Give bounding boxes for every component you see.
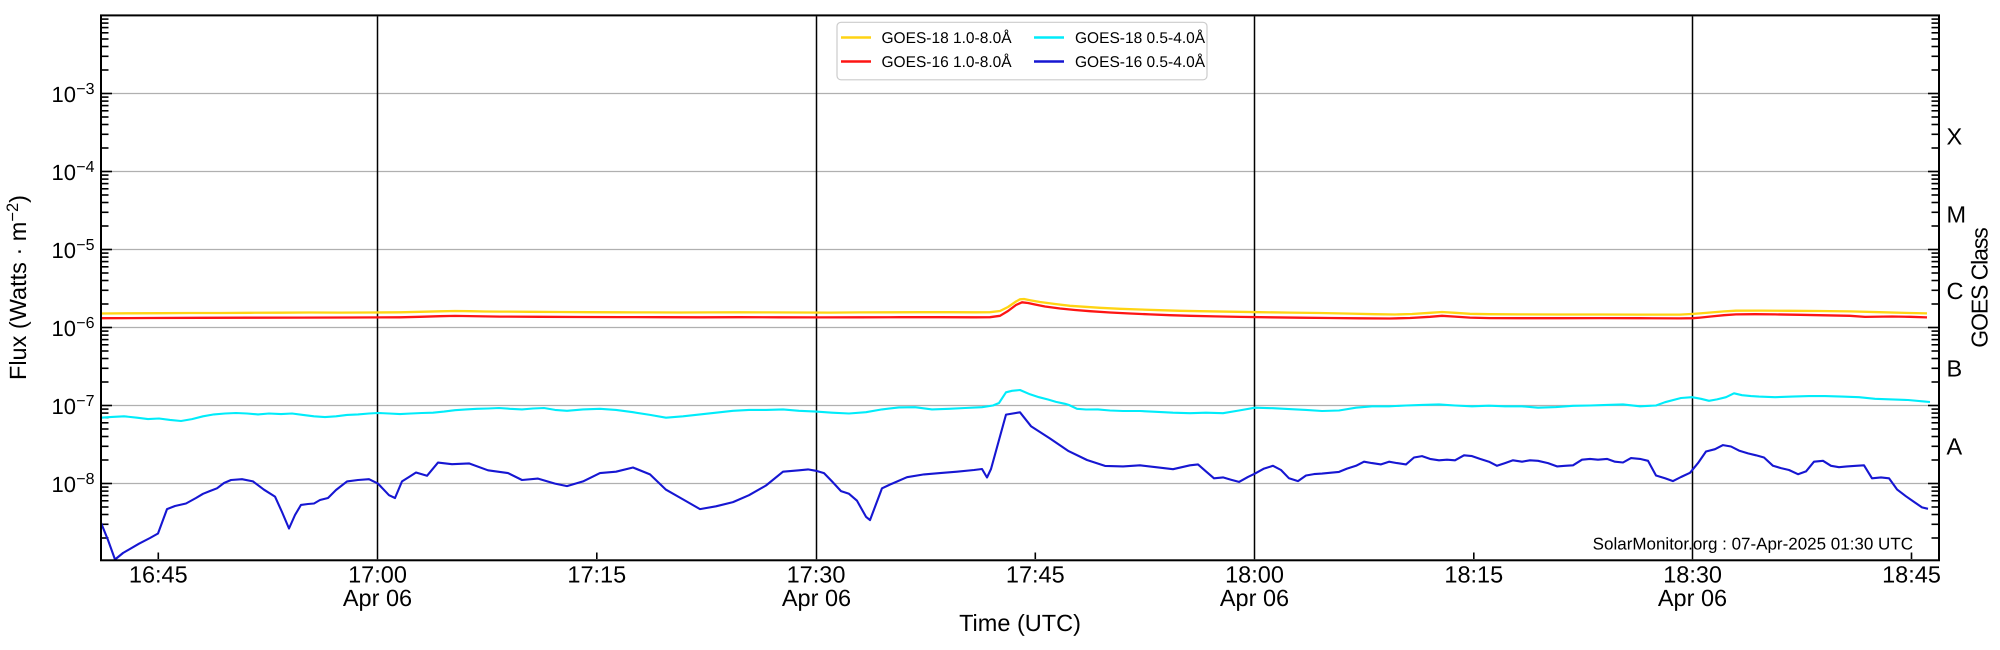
svg-text:10: 10	[52, 316, 76, 341]
svg-text:A: A	[1947, 433, 1963, 459]
svg-text:GOES-16 0.5-4.0Å: GOES-16 0.5-4.0Å	[1075, 53, 1206, 71]
svg-text:Apr 06: Apr 06	[343, 585, 412, 611]
svg-text:10: 10	[52, 160, 76, 185]
svg-text:GOES-18 0.5-4.0Å: GOES-18 0.5-4.0Å	[1075, 29, 1206, 47]
svg-text:Time (UTC): Time (UTC)	[959, 610, 1081, 636]
svg-text:10: 10	[52, 472, 76, 497]
svg-text:GOES Class: GOES Class	[1967, 228, 1993, 348]
svg-text:−3: −3	[76, 81, 94, 98]
svg-text:Apr 06: Apr 06	[1658, 585, 1727, 611]
svg-text:10: 10	[52, 82, 76, 107]
svg-text:Apr 06: Apr 06	[782, 585, 851, 611]
svg-text:18:00: 18:00	[1225, 562, 1284, 588]
svg-text:17:30: 17:30	[787, 562, 846, 588]
svg-text:18:45: 18:45	[1882, 562, 1941, 588]
svg-text:Flux (Watts · m−2): Flux (Watts · m−2)	[4, 195, 31, 380]
svg-text:−4: −4	[76, 159, 94, 176]
svg-text:18:15: 18:15	[1444, 562, 1503, 588]
svg-text:−8: −8	[76, 471, 94, 488]
svg-text:16:45: 16:45	[129, 562, 188, 588]
svg-text:18:30: 18:30	[1663, 562, 1722, 588]
svg-text:−6: −6	[76, 315, 94, 332]
svg-text:10: 10	[52, 238, 76, 263]
svg-text:GOES-18 1.0-8.0Å: GOES-18 1.0-8.0Å	[882, 29, 1013, 47]
svg-text:X: X	[1947, 123, 1963, 149]
svg-text:17:15: 17:15	[567, 562, 626, 588]
svg-text:B: B	[1947, 355, 1963, 381]
svg-text:M: M	[1947, 201, 1967, 227]
svg-text:−7: −7	[76, 393, 94, 410]
svg-text:SolarMonitor.org : 07-Apr-2025: SolarMonitor.org : 07-Apr-2025 01:30 UTC	[1593, 535, 1913, 554]
svg-text:−5: −5	[76, 237, 94, 254]
svg-text:C: C	[1947, 278, 1964, 304]
svg-text:10: 10	[52, 394, 76, 419]
svg-text:17:45: 17:45	[1006, 562, 1065, 588]
svg-text:17:00: 17:00	[348, 562, 407, 588]
svg-text:GOES-16 1.0-8.0Å: GOES-16 1.0-8.0Å	[882, 53, 1013, 71]
svg-text:Apr 06: Apr 06	[1220, 585, 1289, 611]
